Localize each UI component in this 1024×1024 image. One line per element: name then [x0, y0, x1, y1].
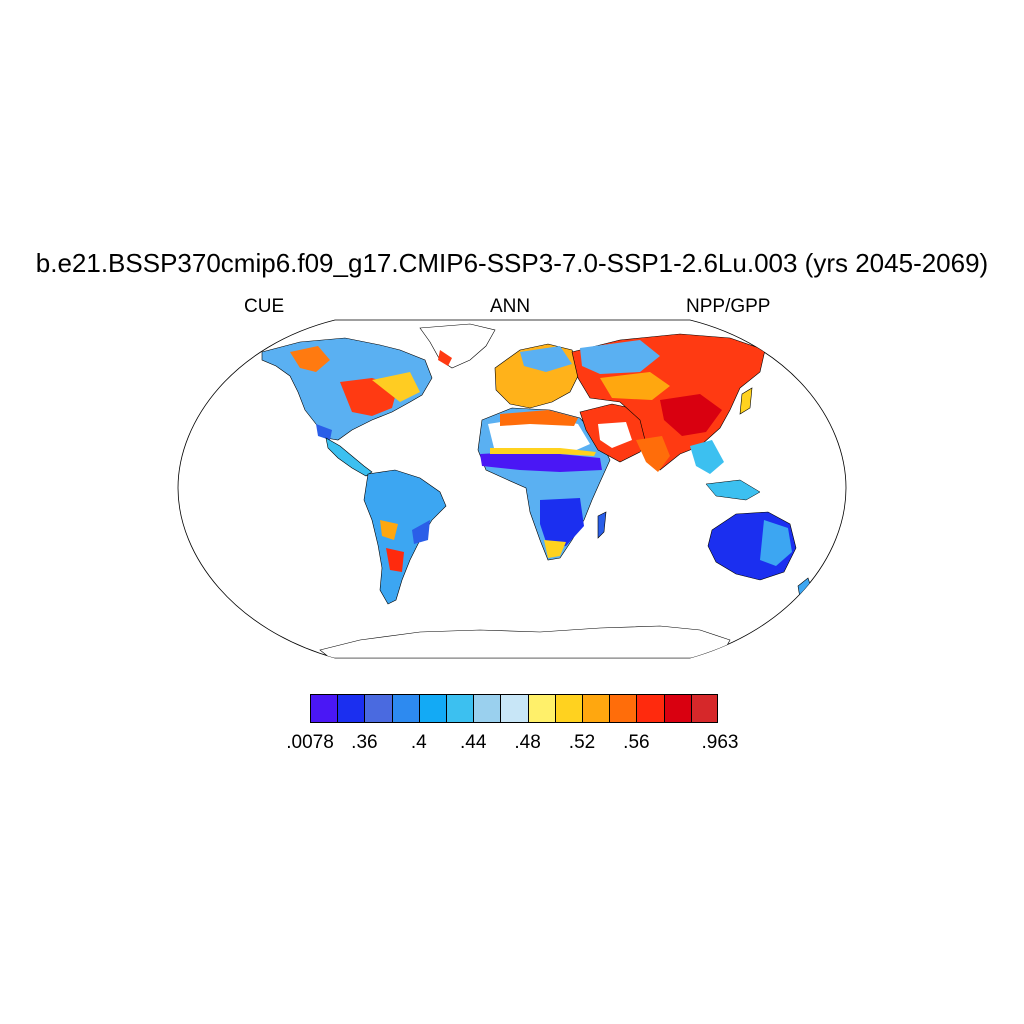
colorbar-swatch: [337, 694, 365, 723]
arabia-white: [598, 422, 632, 448]
colorbar-swatch: [391, 694, 419, 723]
sahara-edge-hot: [500, 410, 578, 426]
southeast-asia: [690, 440, 724, 474]
north-america-warm-east: [372, 372, 420, 402]
plot-title: b.e21.BSSP370cmip6.f09_g17.CMIP6-SSP3-7.…: [35, 248, 989, 278]
central-asia-orange: [600, 372, 670, 400]
south-america: [363, 469, 447, 605]
south-america-red-patch: [386, 548, 404, 572]
colorbar-swatch: [500, 694, 528, 723]
australia-east-blue: [760, 520, 792, 566]
variable-label: CUE: [244, 296, 285, 317]
india: [636, 436, 670, 472]
south-america-hot-patch: [380, 520, 398, 540]
madagascar: [597, 511, 607, 539]
china-red: [660, 394, 722, 436]
colorbar-tick-label: .36: [351, 732, 378, 753]
colorbar-swatch: [527, 694, 555, 723]
sahel-warm: [490, 448, 596, 456]
europe-blue: [520, 346, 572, 372]
colorbar-tick-label: .963: [701, 732, 739, 753]
colorbar-tick-label: .4: [410, 732, 427, 753]
colorbar-swatch: [473, 694, 501, 723]
colorbar-tick-label: .44: [459, 732, 487, 753]
southern-africa-blue: [540, 498, 584, 548]
greenland-edge: [438, 350, 452, 366]
antarctica: [319, 625, 731, 658]
colorbar-swatch: [418, 694, 446, 723]
colorbar-swatch: [446, 694, 474, 723]
colorbar-tick-label: .48: [514, 732, 541, 753]
colorbar-swatch: [663, 694, 691, 723]
colorbar-swatch: [364, 694, 392, 723]
colorbar-swatch: [310, 694, 338, 723]
colorbar-swatch: [582, 694, 610, 723]
north-america-blue-south: [316, 424, 332, 440]
japan: [739, 387, 753, 415]
colorbar-tick-label: .56: [623, 732, 650, 753]
colorbar-tick-label: .52: [568, 732, 596, 753]
units-label: NPP/GPP: [686, 296, 771, 317]
indonesia: [705, 479, 761, 501]
siberia-blue: [580, 340, 660, 374]
southern-africa-warm: [544, 540, 566, 558]
colorbar-swatch: [690, 694, 718, 723]
north-america-hot-west: [290, 346, 330, 372]
season-label: ANN: [490, 296, 531, 317]
south-america-blue-patch: [412, 520, 430, 544]
colorbar-tick-label: .0078: [286, 732, 334, 753]
colorbar-swatch: [554, 694, 582, 723]
colorbar-swatch: [609, 694, 637, 723]
sahel-band: [480, 452, 602, 472]
colorbar-swatch: [636, 694, 664, 723]
